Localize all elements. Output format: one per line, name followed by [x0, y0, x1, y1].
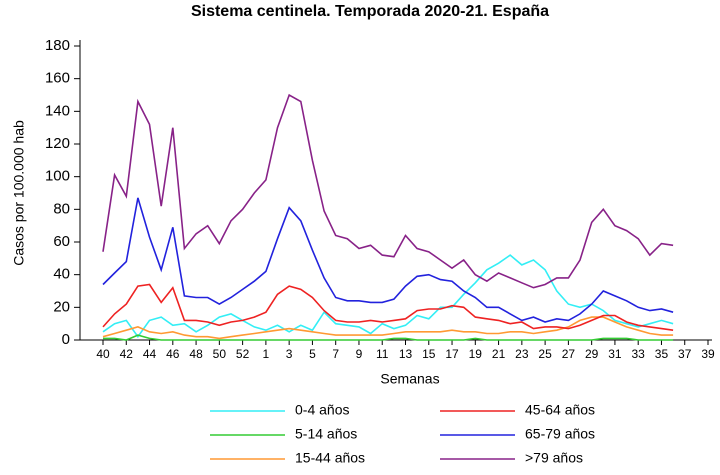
x-tick-label: 52	[236, 347, 250, 361]
y-tick-label: 120	[45, 135, 70, 152]
legend-label: >79 años	[525, 450, 583, 466]
x-tick-label: 42	[120, 347, 134, 361]
x-tick-label: 40	[96, 347, 110, 361]
y-tick-label: 160	[45, 70, 70, 87]
x-tick-label: 9	[356, 347, 363, 361]
x-tick-label: 37	[678, 347, 692, 361]
x-tick-label: 19	[469, 347, 483, 361]
x-axis-label: Semanas	[380, 371, 439, 387]
x-tick-label: 25	[538, 347, 552, 361]
y-tick-label: 60	[53, 233, 70, 250]
x-tick-label: 35	[655, 347, 669, 361]
y-axis-label: Casos por 100.000 hab	[11, 120, 27, 266]
x-tick-label: 48	[189, 347, 203, 361]
series-line	[102, 316, 674, 340]
chart-title: Sistema centinela. Temporada 2020-21. Es…	[191, 3, 549, 20]
x-tick-label: 46	[166, 347, 180, 361]
x-tick-label: 17	[445, 347, 459, 361]
x-tick-label: 27	[562, 347, 576, 361]
x-tick-label: 1	[263, 347, 270, 361]
x-tick-label: 29	[585, 347, 599, 361]
y-tick-label: 20	[53, 298, 70, 315]
y-tick-label: 180	[45, 37, 70, 54]
x-tick-label: 5	[309, 347, 316, 361]
legend-label: 15-44 años	[295, 450, 365, 466]
x-tick-label: 31	[608, 347, 622, 361]
x-tick-label: 44	[143, 347, 157, 361]
series-line	[102, 197, 674, 323]
legend-label: 65-79 años	[525, 426, 595, 442]
x-tick-label: 11	[376, 347, 389, 361]
x-tick-label: 33	[632, 347, 646, 361]
x-tick-label: 50	[213, 347, 227, 361]
legend-label: 45-64 años	[525, 402, 595, 418]
legend-label: 0-4 años	[295, 402, 349, 418]
x-tick-label: 3	[286, 347, 293, 361]
legend-label: 5-14 años	[295, 426, 357, 442]
y-tick-label: 140	[45, 102, 70, 119]
x-tick-label: 7	[332, 347, 339, 361]
y-tick-label: 0	[62, 331, 70, 348]
series-line	[103, 334, 674, 341]
x-tick-label: 39	[701, 347, 715, 361]
y-tick-label: 100	[45, 168, 70, 185]
series-line	[102, 283, 674, 331]
x-tick-label: 13	[399, 347, 413, 361]
series-line	[102, 93, 674, 289]
y-tick-label: 80	[53, 200, 70, 217]
y-tick-label: 40	[53, 266, 70, 283]
x-tick-label: 23	[515, 347, 529, 361]
x-tick-label: 15	[422, 347, 436, 361]
series-line	[102, 254, 674, 339]
x-tick-label: 21	[492, 347, 506, 361]
